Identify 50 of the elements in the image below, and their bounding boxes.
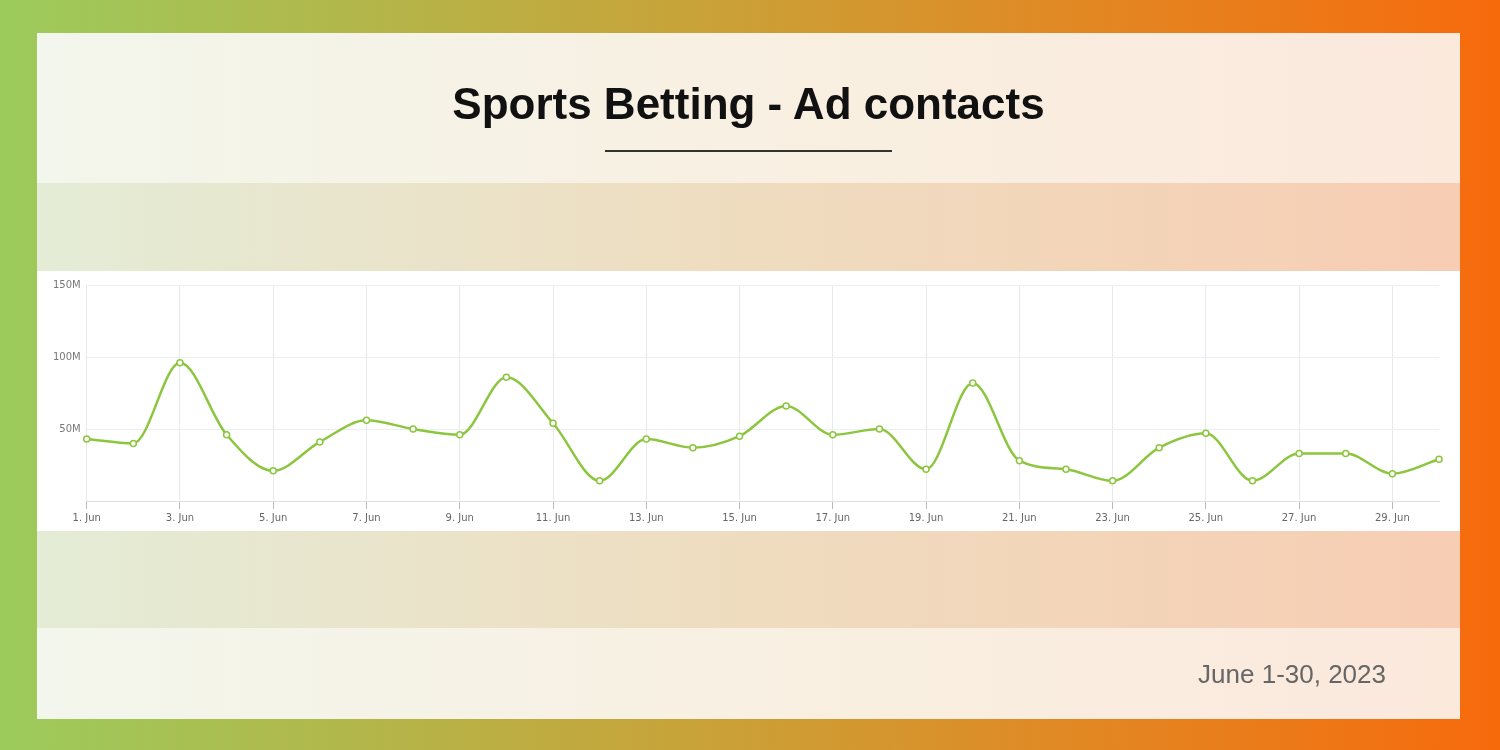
x-tick-label: 13. Jun (628, 511, 664, 523)
point (1388, 469, 1397, 478)
point (409, 425, 417, 433)
point (1202, 429, 1210, 438)
point (829, 431, 837, 439)
x-tick-label: 5. Jun (259, 511, 288, 523)
point (502, 373, 511, 381)
x-tick-label: 9. Jun (445, 511, 474, 523)
point (689, 443, 697, 452)
point (222, 431, 231, 439)
point (1248, 477, 1257, 485)
point (129, 439, 138, 448)
point (1108, 477, 1117, 485)
x-tick-label: 17. Jun (815, 511, 851, 523)
x-tick-label: 25. Jun (1188, 511, 1224, 523)
x-tick-label: 11. Jun (535, 511, 571, 523)
x-tick-label: 7. Jun (352, 511, 381, 523)
point (735, 432, 744, 440)
point (456, 431, 464, 439)
text: June 1-30, 2023 (1198, 659, 1386, 690)
point (1341, 449, 1350, 458)
point (1295, 449, 1303, 458)
point (642, 435, 651, 443)
point (176, 359, 184, 367)
point (1015, 456, 1024, 465)
point (269, 467, 277, 475)
point (1062, 465, 1070, 474)
point (1435, 455, 1443, 463)
point (82, 435, 91, 443)
x-tick-label: 3. Jun (165, 511, 195, 523)
y-tick-label: 50M (59, 422, 81, 434)
y-tick-label: 100M (53, 350, 81, 362)
x-tick-label: 23. Jun (1095, 511, 1130, 523)
x-tick-label: 19. Jun (908, 511, 944, 523)
point (782, 402, 790, 410)
point (595, 477, 604, 485)
point (549, 419, 557, 427)
x-tick-label: 27. Jun (1281, 511, 1317, 523)
x-tick-label: 15. Jun (722, 511, 757, 523)
x-tick-label: 29. Jun (1375, 511, 1410, 523)
x-tick-label: 21. Jun (1001, 511, 1037, 523)
x-tick-label: 1. Jun (72, 511, 101, 523)
point (875, 425, 884, 433)
point (922, 465, 930, 474)
y-tick-label: 150M (53, 278, 81, 290)
chart-title: Sports Betting - Ad contacts (451, 79, 1046, 129)
point (968, 379, 977, 387)
point (316, 438, 324, 446)
point (1155, 443, 1163, 452)
point (362, 416, 371, 425)
